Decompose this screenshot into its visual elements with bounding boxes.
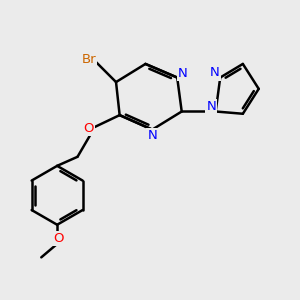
Text: N: N <box>210 67 220 80</box>
Text: N: N <box>147 129 157 142</box>
Text: N: N <box>178 68 188 80</box>
Text: O: O <box>84 122 94 135</box>
Text: O: O <box>53 232 64 245</box>
Text: N: N <box>206 100 216 113</box>
Text: Br: Br <box>82 53 96 66</box>
